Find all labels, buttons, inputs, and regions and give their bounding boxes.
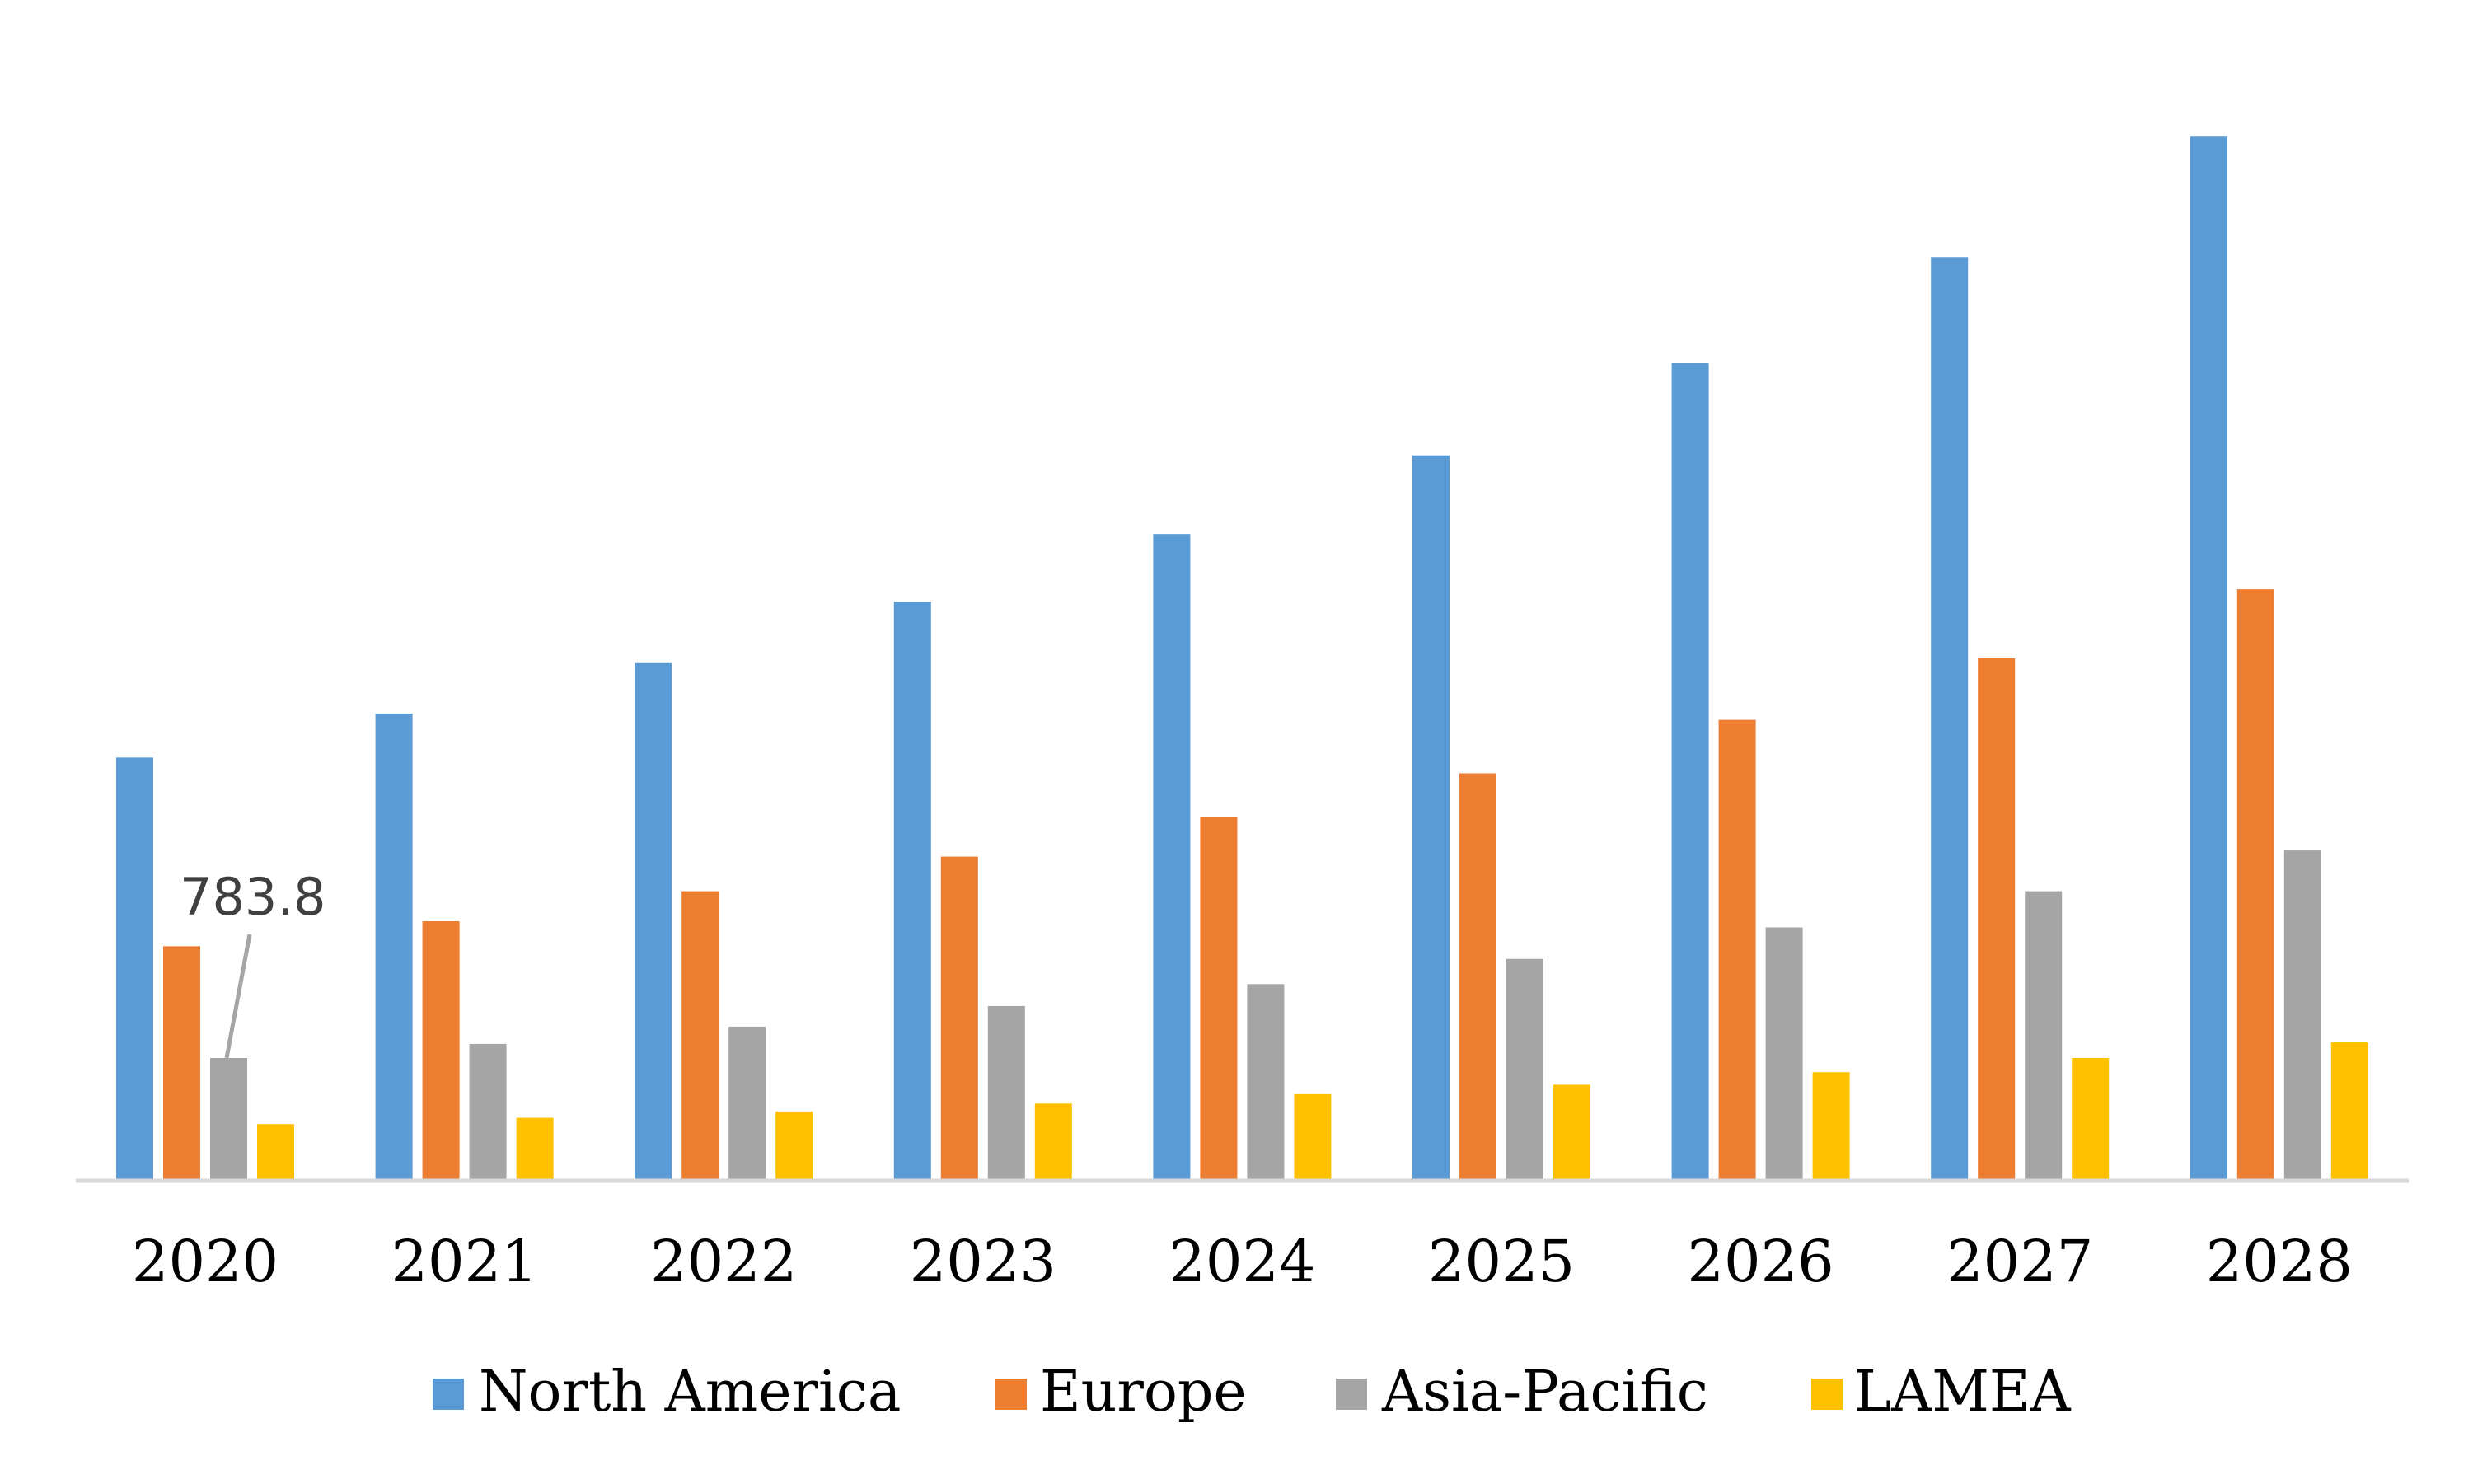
legend-label-europe: Europe — [1040, 1360, 1247, 1425]
bar-lamea-2027 — [2072, 1057, 2110, 1179]
x-tick-label: 2024 — [1169, 1228, 1315, 1295]
bar-north-america-2024 — [1153, 534, 1191, 1179]
legend: North America Europe Asia-Pacific LAMEA — [433, 1360, 2072, 1425]
x-tick-labels: 2020 2021 2022 2023 2024 2025 2026 2027 2028 — [132, 1228, 2353, 1295]
bar-europe-2020 — [163, 946, 200, 1179]
bar-asia-pacific-2026 — [1765, 927, 1803, 1179]
bar-lamea-2023 — [1034, 1103, 1072, 1179]
x-tick-label: 2028 — [2206, 1228, 2353, 1295]
bar-asia-pacific-2022 — [728, 1026, 766, 1179]
legend-label-asia-pacific: Asia-Pacific — [1381, 1360, 1708, 1425]
bar-north-america-2021 — [375, 713, 413, 1179]
bar-north-america-2023 — [893, 602, 931, 1179]
bar-asia-pacific-2025 — [1506, 958, 1543, 1179]
bar-europe-2026 — [1718, 719, 1756, 1179]
legend-swatch-asia-pacific — [1336, 1379, 1367, 1410]
bar-asia-pacific-2028 — [2283, 850, 2321, 1179]
data-labels: 783.8 — [180, 867, 326, 1059]
x-tick-label: 2020 — [132, 1228, 279, 1295]
x-tick-label: 2026 — [1688, 1228, 1834, 1295]
bar-europe-2022 — [681, 891, 719, 1179]
bar-europe-2028 — [2236, 589, 2274, 1179]
bar-north-america-2027 — [1931, 257, 1969, 1179]
bar-europe-2023 — [940, 856, 978, 1179]
data-label-leader-line — [224, 934, 252, 1059]
bar-north-america-2028 — [2190, 136, 2227, 1179]
legend-swatch-europe — [995, 1379, 1027, 1410]
data-label: 783.8 — [180, 867, 326, 927]
legend-swatch-north-america — [433, 1379, 464, 1410]
x-tick-label: 2022 — [650, 1228, 797, 1295]
bar-europe-2025 — [1459, 773, 1496, 1179]
bars-layer — [116, 136, 2368, 1179]
x-tick-label: 2021 — [391, 1228, 538, 1295]
bar-lamea-2021 — [516, 1117, 554, 1179]
bar-lamea-2026 — [1812, 1072, 1850, 1179]
legend-label-north-america: North America — [479, 1360, 901, 1425]
bar-lamea-2024 — [1294, 1093, 1332, 1179]
x-tick-label: 2027 — [1946, 1228, 2093, 1295]
bar-asia-pacific-2020 — [210, 1058, 247, 1179]
bar-north-america-2026 — [1671, 363, 1709, 1179]
bar-lamea-2022 — [775, 1111, 813, 1179]
bar-lamea-2025 — [1553, 1084, 1590, 1179]
bar-europe-2021 — [422, 920, 460, 1179]
legend-swatch-lamea — [1811, 1379, 1843, 1410]
legend-label-lamea: LAMEA — [1854, 1360, 2072, 1425]
bar-asia-pacific-2027 — [2025, 891, 2063, 1179]
bar-lamea-2028 — [2330, 1042, 2368, 1179]
bar-north-america-2020 — [116, 757, 153, 1179]
x-tick-label: 2023 — [910, 1228, 1056, 1295]
bar-asia-pacific-2024 — [1247, 984, 1285, 1179]
bar-asia-pacific-2023 — [987, 1005, 1025, 1179]
x-tick-label: 2025 — [1428, 1228, 1575, 1295]
bar-north-america-2025 — [1412, 455, 1450, 1179]
bar-north-america-2022 — [635, 662, 672, 1179]
bar-europe-2027 — [1978, 658, 2016, 1179]
bar-asia-pacific-2021 — [469, 1043, 507, 1179]
bar-europe-2024 — [1200, 817, 1238, 1179]
bar-lamea-2020 — [257, 1124, 294, 1179]
